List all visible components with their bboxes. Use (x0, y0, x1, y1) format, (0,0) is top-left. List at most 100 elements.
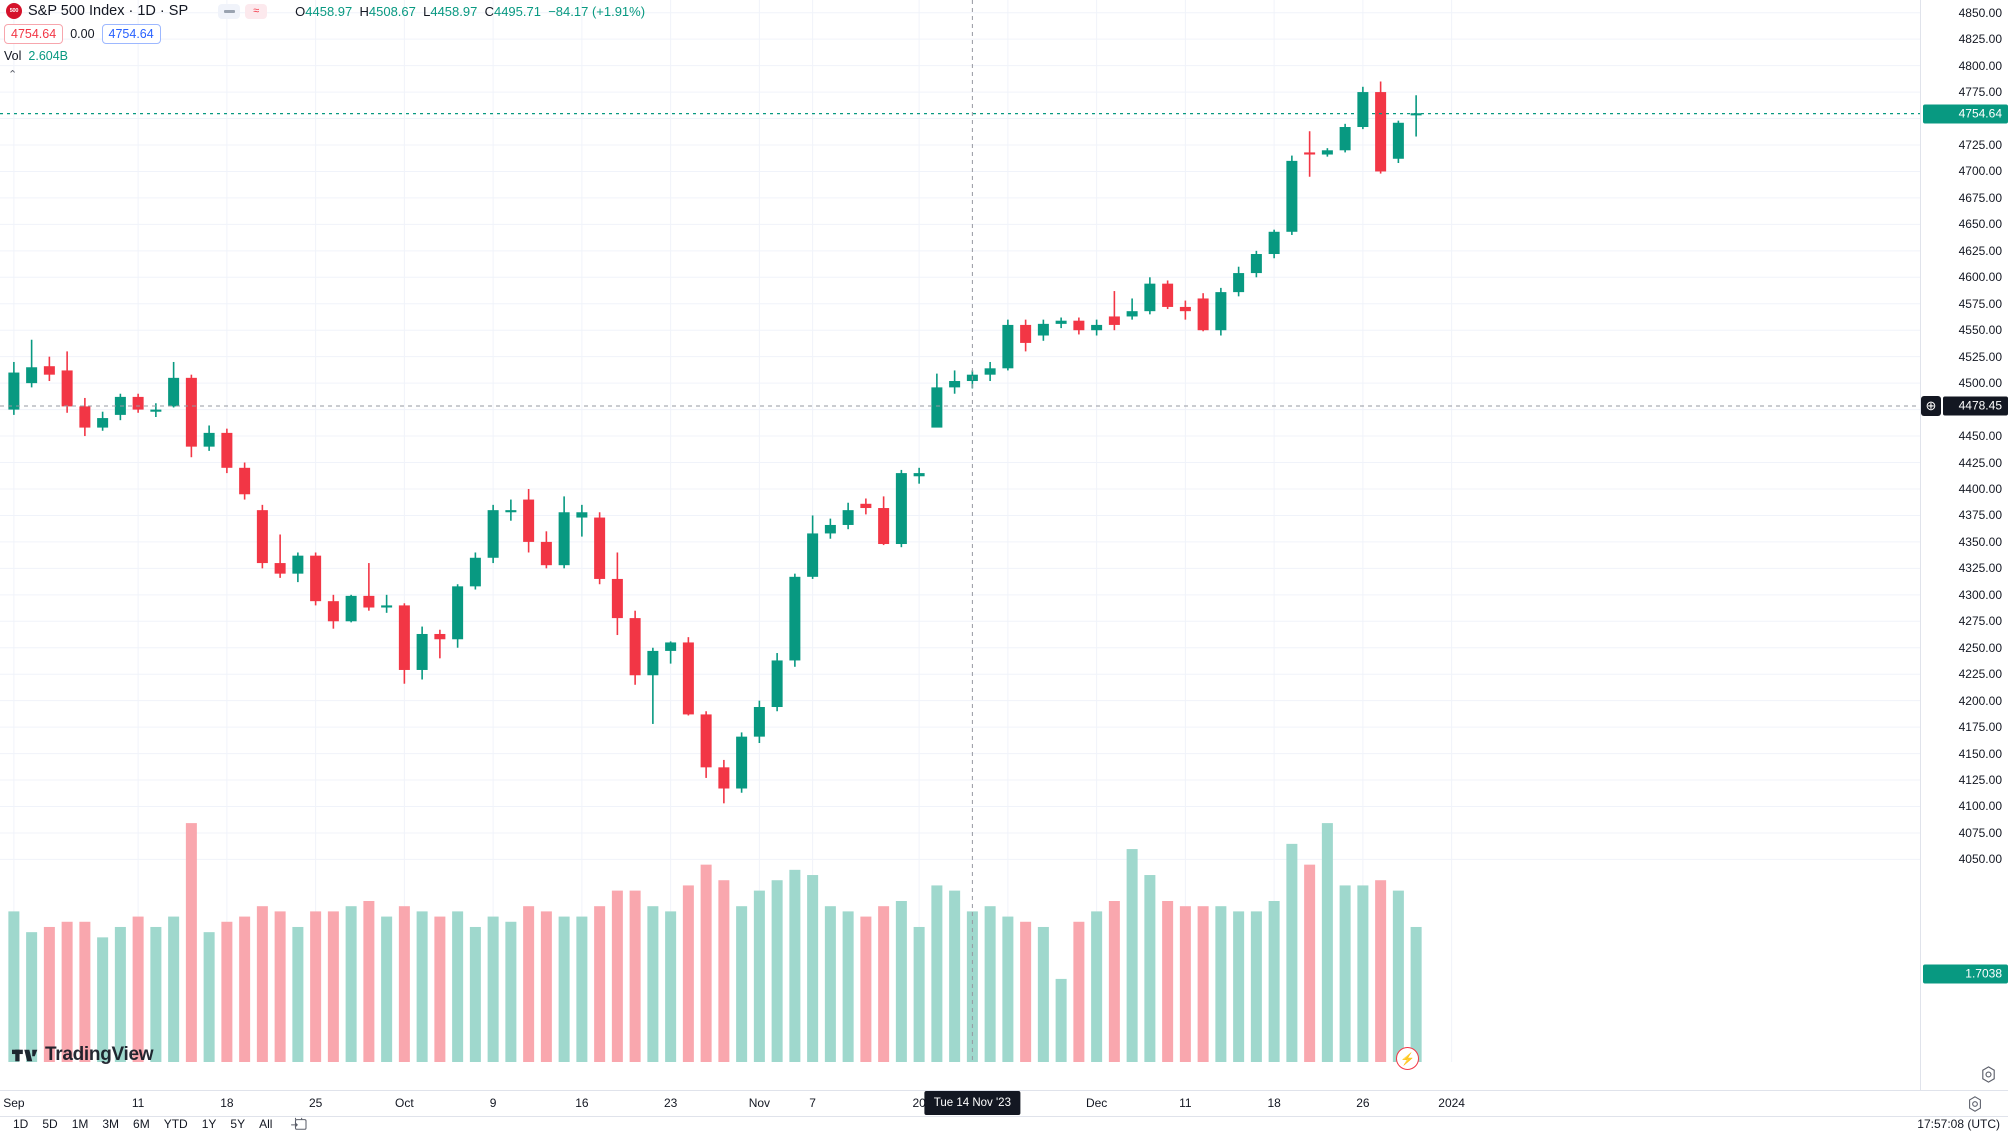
price-tick: 4275.00 (1958, 614, 2002, 629)
tradingview-logo-icon (12, 1049, 38, 1061)
tradingview-watermark: TradingView (12, 1044, 154, 1066)
price-tick: 4650.00 (1958, 217, 2002, 232)
price-tick: 4575.00 (1958, 296, 2002, 311)
price-tick: 4800.00 (1958, 58, 2002, 73)
price-pill-red[interactable]: 4754.64 (4, 24, 64, 44)
bottom-toolbar: 1D 5D 1M 3M 6M YTD 1Y 5Y All 17:57:08 (UTC) (0, 1116, 2008, 1131)
price-tick: 4500.00 (1958, 376, 2002, 391)
range-button-5y[interactable]: 5Y (230, 1117, 246, 1131)
legend-price-pills: 4754.64 0.00 4754.64 (0, 24, 1100, 44)
price-tick: 4600.00 (1958, 270, 2002, 285)
open-value: 4458.97 (305, 3, 353, 19)
sp500-logo-icon: 500 (6, 3, 22, 19)
symbol-title[interactable]: S&P 500 Index · 1D · SP (28, 3, 189, 19)
chart-plot-area[interactable] (0, 0, 1920, 1090)
time-tick: 18 (220, 1096, 234, 1110)
calendar-icon[interactable] (291, 1117, 307, 1131)
close-value: 4495.71 (493, 3, 541, 19)
price-tick: 4050.00 (1958, 852, 2002, 867)
time-tick: 23 (663, 1096, 678, 1110)
range-button-1d[interactable]: 1D (13, 1117, 29, 1131)
utc-clock[interactable]: 17:57:08 (UTC) (1917, 1117, 2000, 1131)
price-tick: 4325.00 (1958, 561, 2002, 576)
low-label: L (423, 3, 431, 19)
time-tick: 20 (912, 1096, 926, 1110)
legend-icon-group: ≈ (218, 3, 268, 19)
price-tick: 4625.00 (1958, 243, 2002, 258)
low-value: 4458.97 (430, 3, 478, 19)
range-button-1y[interactable]: 1Y (201, 1117, 217, 1131)
chart-legend: 500 S&P 500 Index · 1D · SP ≈ O4458.97 H… (0, 0, 1100, 81)
range-button-3m[interactable]: 3M (102, 1117, 120, 1131)
price-tick: 4125.00 (1958, 773, 2002, 788)
range-button-ytd[interactable]: YTD (163, 1117, 188, 1131)
open-label: O (295, 3, 306, 19)
time-axis-settings-icon[interactable] (1966, 1095, 1984, 1113)
price-tick: 4550.00 (1958, 323, 2002, 338)
price-tick: 4150.00 (1958, 746, 2002, 761)
price-tick: 4850.00 (1958, 5, 2002, 20)
price-tick: 4425.00 (1958, 455, 2002, 470)
close-label: C (484, 3, 494, 19)
volume-value-badge: 1.7038 (1923, 964, 2008, 983)
time-tick: Dec (1085, 1096, 1108, 1110)
time-tick: 11 (131, 1096, 145, 1110)
price-tick: 4075.00 (1958, 825, 2002, 840)
replay-icon[interactable]: ⚡ (1396, 1047, 1419, 1070)
range-button-all[interactable]: All (259, 1117, 273, 1131)
range-buttons: 1D 5D 1M 3M 6M YTD 1Y 5Y All (0, 1117, 279, 1131)
price-tick: 4375.00 (1958, 508, 2002, 523)
legend-symbol-row: 500 S&P 500 Index · 1D · SP ≈ O4458.97 H… (0, 0, 1100, 22)
crosshair-date-badge: Tue 14 Nov '23 (924, 1091, 1020, 1115)
high-label: H (359, 3, 369, 19)
time-tick: 18 (1267, 1096, 1281, 1110)
time-tick: Oct (395, 1096, 414, 1110)
time-axis[interactable]: Sep111825Oct91623Nov72027Dec1118262024Tu… (0, 1090, 2008, 1116)
high-value: 4508.67 (368, 3, 416, 19)
hide-series-icon[interactable] (218, 3, 241, 19)
time-tick: 2024 (1438, 1096, 1465, 1110)
volume-value: 2.604B (28, 49, 69, 63)
wave-icon[interactable]: ≈ (245, 3, 268, 19)
candlestick-svg (0, 0, 1920, 1062)
crosshair-target-icon[interactable]: ⊕ (1921, 395, 1941, 416)
time-tick: Nov (748, 1096, 771, 1110)
crosshair-price-badge: 4478.45 (1943, 396, 2008, 416)
time-tick: 25 (308, 1096, 323, 1110)
last-price-badge[interactable]: 4754.64 (1923, 104, 2008, 124)
price-tick: 4775.00 (1958, 85, 2002, 100)
price-tick: 4450.00 (1958, 429, 2002, 444)
price-tick: 4525.00 (1958, 349, 2002, 364)
price-axis[interactable]: 4850.004825.004800.004775.004750.004725.… (1920, 0, 2008, 1090)
volume-label: Vol (4, 49, 22, 63)
change-value: −84.17 (+1.91%) (548, 3, 646, 19)
price-tick: 4825.00 (1958, 32, 2002, 47)
time-tick: 7 (809, 1096, 816, 1110)
price-pill-blue[interactable]: 4754.64 (101, 24, 161, 44)
price-tick: 4725.00 (1958, 138, 2002, 152)
range-button-1m[interactable]: 1M (71, 1117, 89, 1131)
tradingview-wordmark: TradingView (45, 1044, 154, 1065)
range-button-5d[interactable]: 5D (42, 1117, 58, 1131)
price-tick: 4225.00 (1958, 667, 2002, 682)
price-tick: 4400.00 (1958, 481, 2002, 496)
collapse-legend-icon[interactable]: ⌃ (8, 69, 18, 81)
price-tick: 4300.00 (1958, 587, 2002, 602)
price-tick: 4100.00 (1958, 799, 2002, 814)
price-tick: 4675.00 (1958, 190, 2002, 205)
ohlc-values: O4458.97 H4508.67 L4458.97 C4495.71 −84.… (295, 4, 645, 19)
price-tick: 4250.00 (1958, 640, 2002, 655)
price-tick: 4700.00 (1958, 164, 2002, 179)
price-pill-change: 0.00 (70, 27, 95, 41)
price-axis-settings-icon[interactable] (1979, 1065, 1998, 1084)
price-tick: 4175.00 (1958, 720, 2002, 735)
time-tick: 11 (1179, 1096, 1192, 1110)
range-button-6m[interactable]: 6M (133, 1117, 150, 1131)
price-tick: 4350.00 (1958, 534, 2002, 549)
time-tick: 9 (489, 1096, 497, 1110)
time-tick: 16 (575, 1096, 589, 1110)
time-tick: Sep (3, 1096, 25, 1110)
time-tick: 26 (1356, 1096, 1370, 1110)
price-tick: 4200.00 (1958, 693, 2002, 708)
